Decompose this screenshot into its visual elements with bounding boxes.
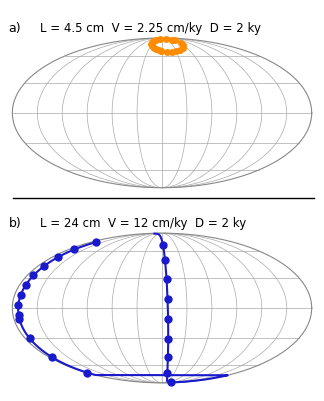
Text: b): b)	[8, 217, 21, 230]
Text: L = 4.5 cm  V = 2.25 cm/ky  D = 2 ky: L = 4.5 cm V = 2.25 cm/ky D = 2 ky	[40, 22, 261, 35]
Text: L = 24 cm  V = 12 cm/ky  D = 2 ky: L = 24 cm V = 12 cm/ky D = 2 ky	[40, 217, 247, 230]
Text: a): a)	[8, 22, 21, 35]
